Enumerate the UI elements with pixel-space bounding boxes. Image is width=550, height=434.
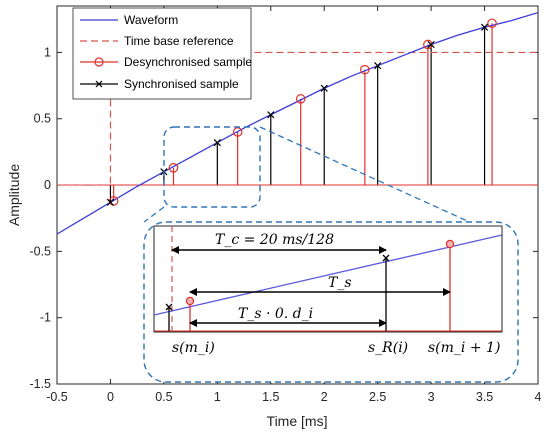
y-tick-label: 0.5: [34, 112, 51, 126]
sync-sample-point: [427, 40, 435, 49]
sync-sample-point: [374, 62, 382, 70]
legend-label-time-base: Time base reference: [124, 34, 234, 48]
legend-label-desync: Desynchronised sample: [124, 55, 252, 69]
axis-tick-labels: -0.5 0 0.5 1 1.5 2 2.5 3 3.5 4 -1.5 -1 -0.5 0 0.5 1: [29, 45, 541, 404]
inset-waveform: [153, 234, 503, 316]
y-tick-label: -1: [40, 311, 51, 325]
label-smi: s(m_i): [172, 340, 215, 356]
y-tick-label: -0.5: [29, 244, 51, 258]
desync-sample-point: [295, 94, 306, 104]
legend-marker-desync: [94, 57, 104, 67]
x-tick-label: 0.5: [155, 390, 172, 404]
y-axis-label: Amplitude: [6, 164, 22, 226]
desync-sample-point: [168, 163, 179, 173]
legend-label-waveform: Waveform: [124, 13, 178, 27]
label-ts: T_s: [328, 275, 352, 291]
sync-sample-point: [267, 111, 275, 119]
sync-sample-point: [213, 138, 221, 147]
sample-markers: [106, 18, 497, 206]
x-tick-label: 4: [535, 390, 542, 404]
sync-sample-point: [320, 84, 328, 92]
x-tick-label: 2: [321, 390, 328, 404]
desync-sample-point: [487, 18, 497, 29]
desync-sample-point: [232, 127, 243, 137]
x-tick-label: 1.5: [262, 390, 279, 404]
zoom-connector-left: [143, 206, 165, 223]
x-tick-label: 0: [107, 390, 114, 404]
zoom-connector-right: [259, 126, 519, 245]
label-smi1: s(m_i + 1): [428, 340, 500, 356]
x-tick-label: 3.5: [476, 390, 493, 404]
legend-label-sync: Synchronised sample: [124, 77, 239, 91]
y-tick-label: -1.5: [29, 377, 51, 391]
y-tick-label: 1: [44, 45, 51, 59]
inset-marker-x1: [165, 303, 173, 311]
x-tick-label: -0.5: [46, 390, 68, 404]
sync-sample-point: [106, 198, 115, 206]
desync-sample-point: [423, 39, 433, 50]
desync-sample-point: [360, 64, 370, 75]
inset-marker-x2: [382, 254, 390, 262]
inset-marker-o2: [445, 239, 455, 249]
x-tick-label: 3: [428, 390, 435, 404]
sample-stems: [109, 23, 493, 203]
label-sri: s_R(i): [368, 340, 408, 356]
x-tick-label: 2.5: [369, 390, 386, 404]
x-axis-label: Time [ms]: [267, 413, 328, 429]
sync-sample-point: [480, 23, 489, 31]
legend-marker-sync: [95, 80, 103, 88]
label-tsd: T_s · 0. d_i: [238, 306, 313, 322]
x-tick-label: 1: [214, 390, 221, 404]
zoom-region: [163, 126, 261, 208]
zoom-inset: T_c = 20 ms/128 T_s T_s · 0. d_i s(m_i) …: [143, 221, 519, 383]
inset-marker-o1: [185, 296, 195, 306]
y-tick-label: 0: [44, 178, 51, 192]
label-tc: T_c = 20 ms/128: [215, 232, 334, 248]
legend: Waveform Time base reference Desynchroni…: [72, 7, 252, 100]
